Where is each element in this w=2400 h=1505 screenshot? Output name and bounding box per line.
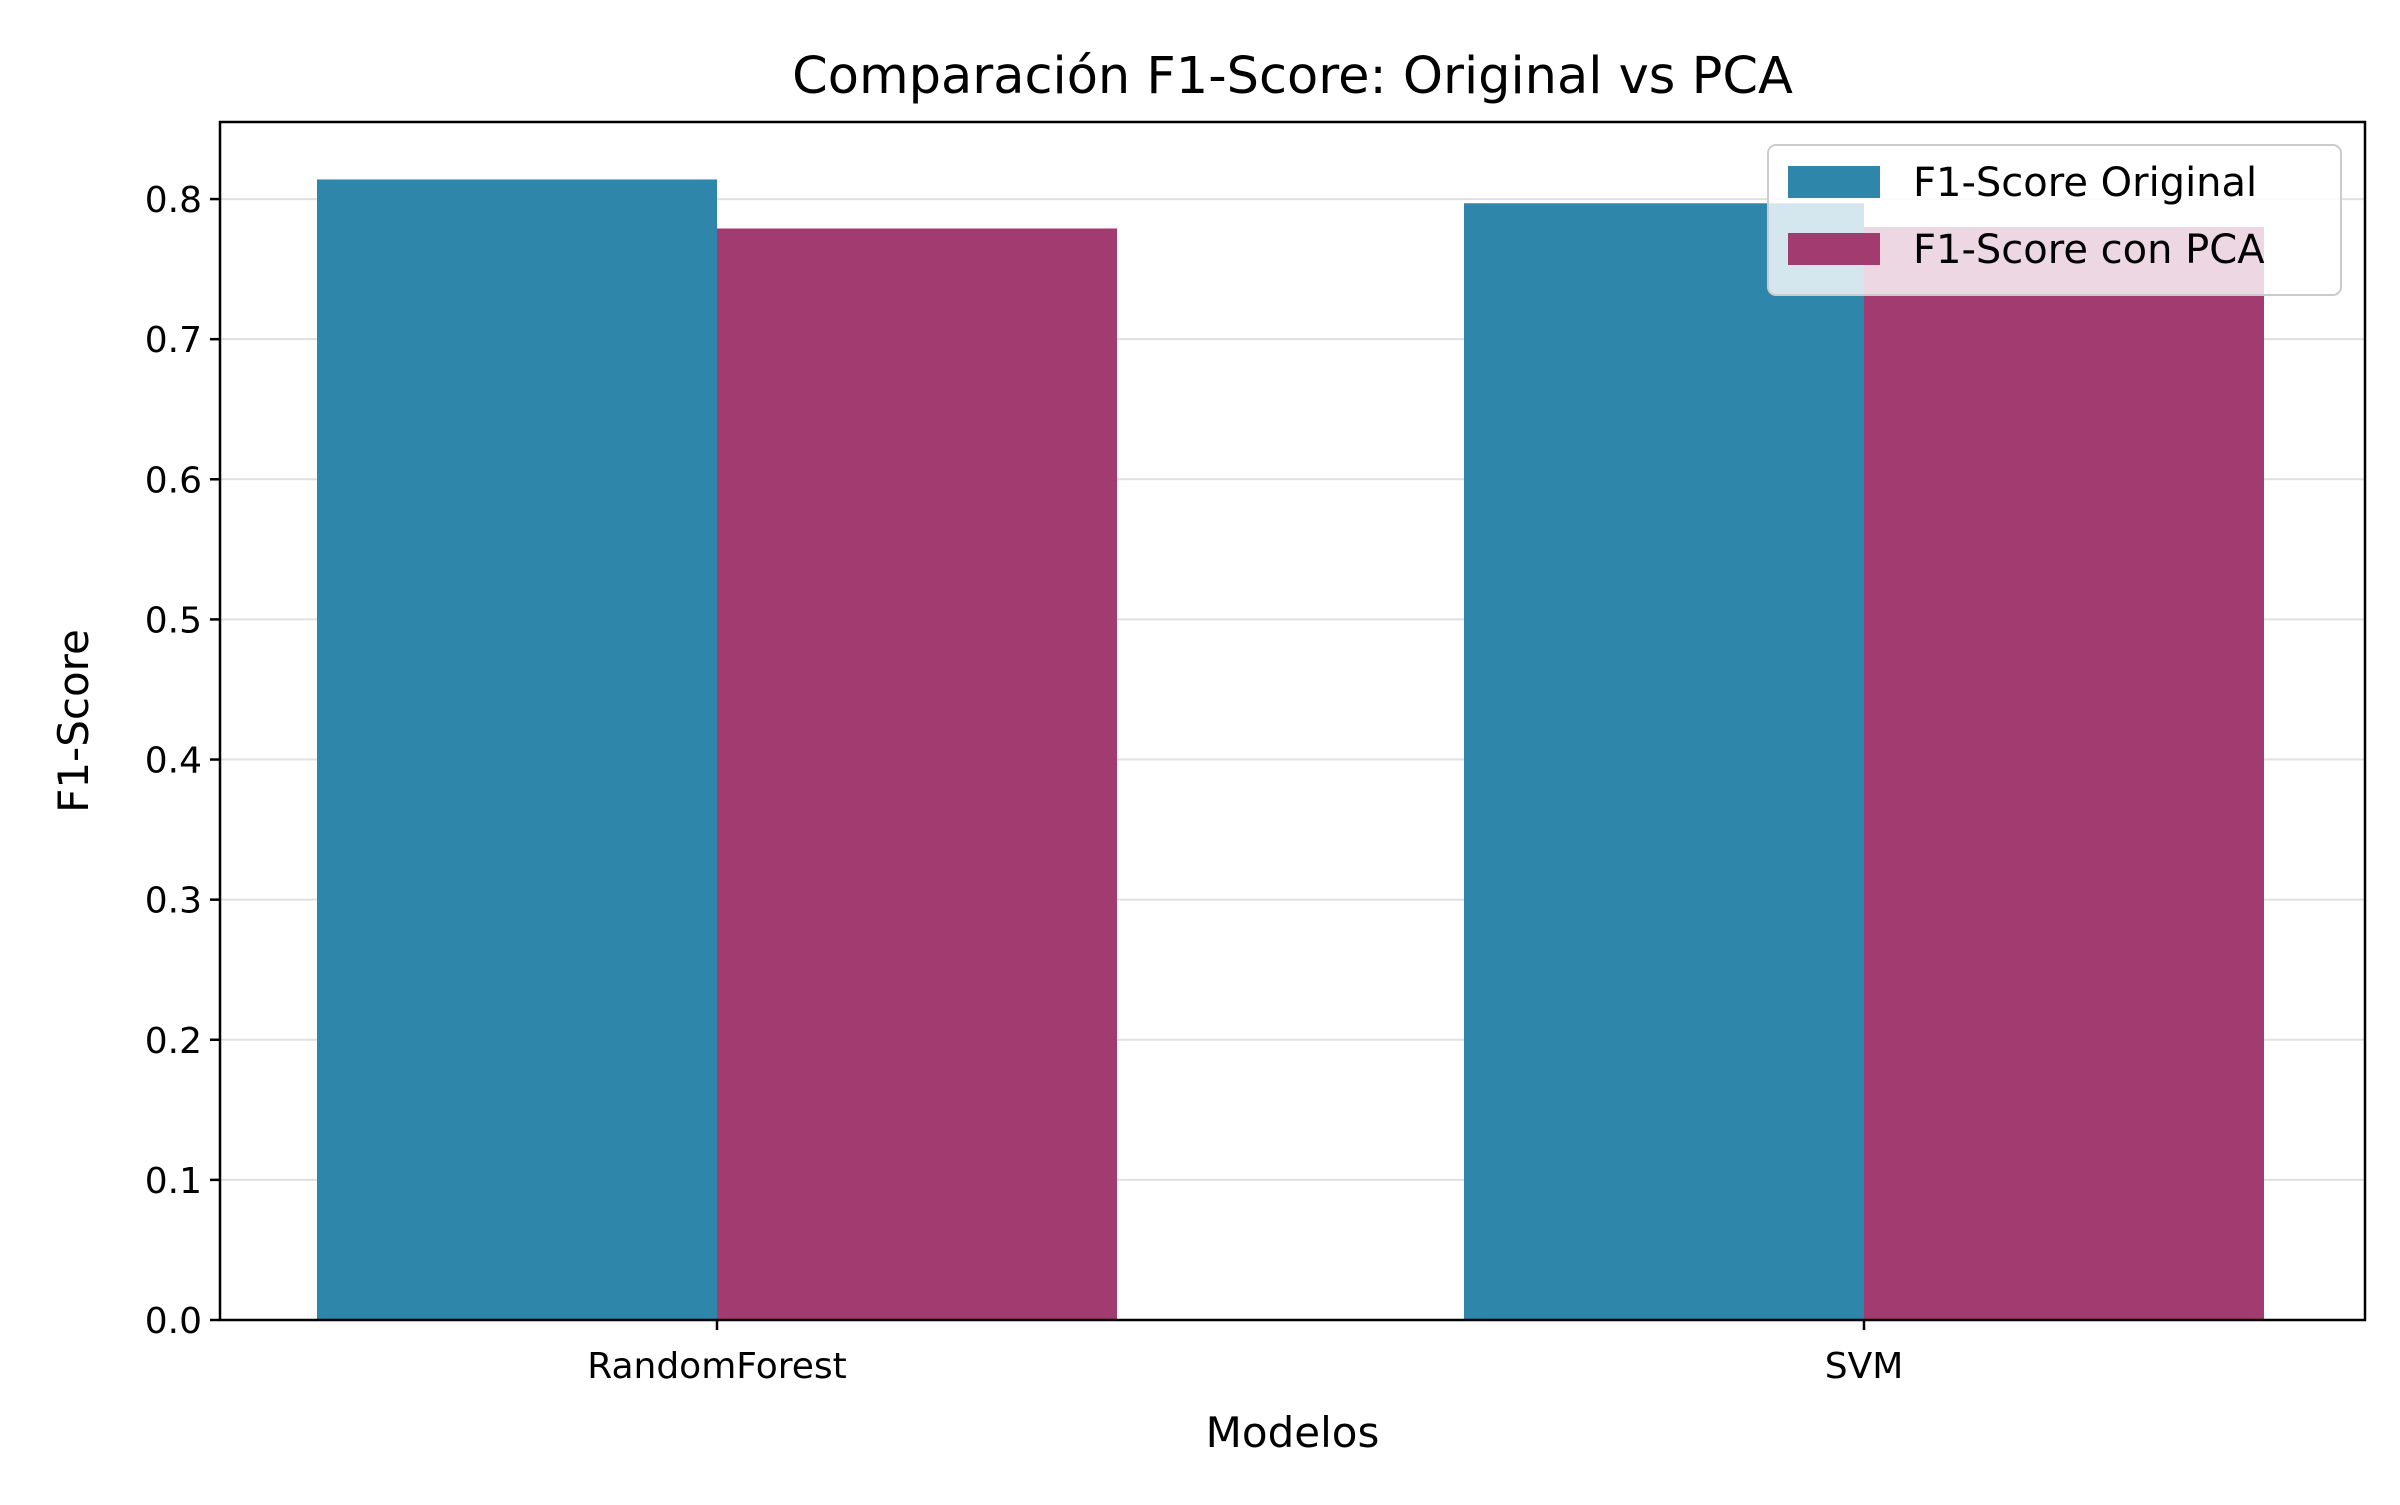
legend: F1-Score Original F1-Score con PCA xyxy=(1767,144,2342,296)
x-axis-ticks: RandomForest SVM xyxy=(587,1320,1903,1387)
legend-swatch xyxy=(1788,233,1880,265)
y-tick-label: 0.2 xyxy=(145,1021,202,1062)
y-tick-label: 0.6 xyxy=(145,460,202,501)
y-tick-label: 0.0 xyxy=(145,1301,202,1342)
bars xyxy=(317,179,2264,1321)
y-tick-label: 0.1 xyxy=(145,1161,202,1202)
y-axis-ticks: 0.0 0.1 0.2 0.3 0.4 0.5 0.6 0.7 0.8 xyxy=(145,180,220,1342)
legend-label: F1-Score con PCA xyxy=(1913,227,2265,273)
y-tick-label: 0.5 xyxy=(145,600,202,641)
plot-frame xyxy=(218,120,2367,1322)
legend-label: F1-Score Original xyxy=(1913,160,2257,206)
legend-box xyxy=(1767,144,2342,296)
bar-randomforest-series-2 xyxy=(717,228,1117,1320)
y-axis-label: F1-Score xyxy=(49,629,98,813)
x-tick-label: RandomForest xyxy=(587,1346,847,1387)
y-tick-label: 0.3 xyxy=(145,881,202,922)
legend-swatch xyxy=(1788,166,1880,198)
bar-svm-series-1 xyxy=(1464,203,1864,1321)
x-axis-label: Modelos xyxy=(1206,1408,1380,1457)
chart-title: Comparación F1-Score: Original vs PCA xyxy=(792,47,1793,106)
bar-svm-series-2 xyxy=(1864,227,2264,1320)
y-tick-label: 0.8 xyxy=(145,180,202,221)
y-tick-label: 0.7 xyxy=(145,320,202,361)
y-tick-label: 0.4 xyxy=(145,741,202,782)
bar-randomforest-series-1 xyxy=(317,179,717,1320)
x-tick-label: SVM xyxy=(1825,1346,1904,1387)
